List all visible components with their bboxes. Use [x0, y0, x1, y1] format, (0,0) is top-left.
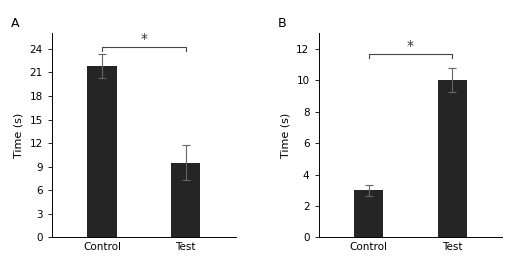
Text: B: B	[278, 17, 286, 30]
Y-axis label: Time (s): Time (s)	[281, 113, 291, 158]
Bar	[88, 66, 117, 237]
Y-axis label: Time (s): Time (s)	[14, 113, 24, 158]
Text: A: A	[11, 17, 20, 30]
Bar	[354, 190, 383, 237]
Text: *: *	[140, 32, 147, 46]
Bar	[171, 163, 200, 237]
Text: *: *	[407, 39, 414, 52]
Bar	[438, 80, 467, 237]
